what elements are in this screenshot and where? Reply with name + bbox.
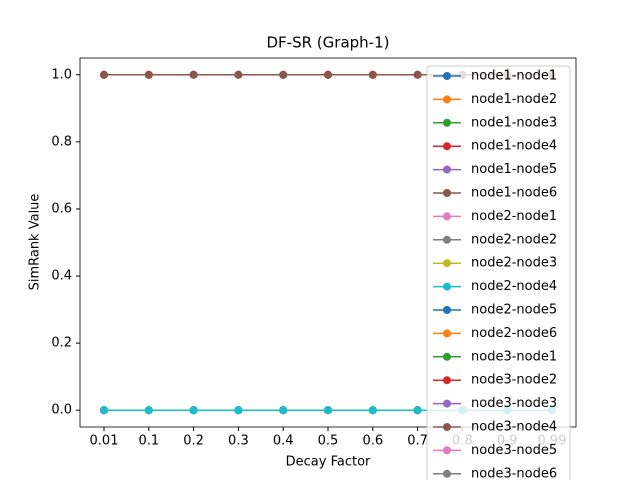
legend-label: node2-node3 [471, 256, 557, 271]
legend-label: node2-node2 [471, 232, 557, 247]
x-tick-label: 0.5 [318, 434, 339, 449]
y-tick-label: 0.0 [51, 403, 72, 418]
y-axis-label: SimRank Value [28, 194, 43, 291]
data-point [234, 406, 243, 415]
data-point [100, 70, 108, 79]
legend-marker [443, 352, 451, 361]
y-tick-label: 0.6 [51, 201, 72, 216]
legend-marker [443, 72, 451, 80]
legend-marker [443, 423, 451, 431]
data-point [144, 70, 153, 79]
x-tick-label: 0.7 [407, 434, 428, 449]
legend-label: node3-node1 [471, 349, 557, 364]
data-point [279, 406, 288, 415]
legend-marker [443, 306, 451, 314]
legend-label: node3-node5 [471, 443, 557, 458]
plot-frame [79, 57, 577, 428]
y-tick-label: 0.4 [51, 269, 72, 284]
legend-marker [443, 259, 451, 268]
legend-marker [443, 118, 451, 127]
data-point [189, 406, 198, 415]
legend-marker [443, 399, 451, 408]
data-point [324, 406, 332, 415]
legend-label: node1-node3 [471, 115, 557, 130]
x-tick-label: 0.2 [183, 434, 204, 449]
data-point [413, 406, 422, 415]
legend-marker [443, 95, 451, 104]
legend-marker [443, 376, 451, 385]
legend-box [426, 65, 571, 480]
legend-marker [443, 329, 451, 338]
x-tick-label: 0.01 [90, 434, 119, 449]
legend-label: node1-node1 [471, 69, 557, 84]
legend-label: node3-node3 [471, 396, 557, 411]
legend-marker [443, 142, 451, 151]
legend-label: node3-node4 [471, 420, 557, 435]
chart-title: DF-SR (Graph-1) [267, 34, 390, 52]
legend-label: node1-node5 [471, 162, 557, 177]
data-point [100, 406, 108, 415]
legend-marker [443, 469, 451, 478]
data-point [413, 70, 422, 79]
x-tick-label: 0.4 [273, 434, 294, 449]
data-point [234, 70, 243, 79]
legend-label: node3-node6 [471, 466, 557, 480]
x-tick-label: 0.6 [362, 434, 383, 449]
data-point [368, 406, 377, 415]
data-point [324, 70, 332, 79]
legend-label: node2-node4 [471, 279, 557, 294]
legend-label: node2-node1 [471, 209, 557, 224]
legend-marker [443, 212, 451, 221]
legend-marker [443, 189, 451, 197]
x-tick-label: 0.1 [138, 434, 159, 449]
data-point [368, 70, 377, 79]
legend-label: node2-node6 [471, 326, 557, 341]
x-axis-label: Decay Factor [286, 455, 371, 470]
legend-marker [443, 446, 451, 455]
legend-marker [443, 282, 451, 291]
legend-label: node2-node5 [471, 303, 557, 318]
legend-marker [443, 165, 451, 174]
legend-marker [443, 235, 451, 244]
legend-label: node1-node6 [471, 186, 557, 201]
y-tick-label: 0.2 [51, 336, 72, 351]
data-point [279, 70, 288, 79]
y-tick-label: 0.8 [51, 134, 72, 149]
legend-label: node3-node2 [471, 373, 557, 388]
legend-label: node1-node4 [471, 139, 557, 154]
y-tick-label: 1.0 [51, 67, 72, 82]
legend-label: node1-node2 [471, 92, 557, 107]
x-tick-label: 0.3 [228, 434, 249, 449]
data-point [144, 406, 153, 415]
data-point [189, 70, 198, 79]
